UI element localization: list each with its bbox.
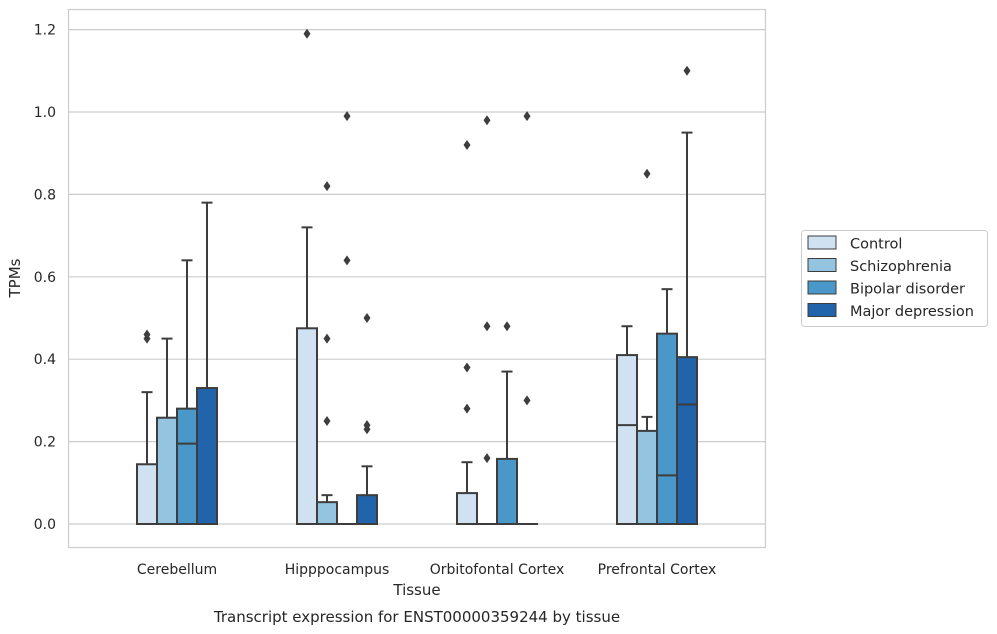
legend-frame (801, 230, 988, 327)
box (496, 321, 518, 525)
box-body (656, 332, 678, 525)
box (656, 288, 678, 525)
outlier-point (523, 111, 531, 122)
legend-items: Control Schizophrenia Bipolar disorder Majo… (807, 235, 974, 320)
legend-swatch (807, 235, 837, 250)
box (156, 337, 178, 526)
outlier-point (503, 321, 511, 332)
legend-label: Control (850, 237, 902, 253)
x-tick-label: Cerebellum (137, 562, 217, 578)
legend-label: Bipolar disorder (850, 282, 965, 298)
chart-title: Transcript expression for ENST0000035924… (213, 608, 620, 626)
box (476, 115, 498, 526)
x-tick-label: Prefrontal Cortex (598, 562, 717, 578)
y-axis-ticks: 0.0 0.2 0.4 0.6 0.8 1.0 1.2 (34, 23, 56, 533)
y-tick-label: 0.4 (34, 352, 56, 368)
box-body (316, 501, 338, 526)
outlier-point (343, 255, 351, 266)
series-bipolar-disorder (176, 111, 678, 526)
legend-swatch (807, 280, 837, 295)
outlier-point (343, 111, 351, 122)
box (616, 325, 638, 525)
outlier-point (303, 28, 311, 39)
outlier-point (483, 321, 491, 332)
y-tick-label: 1.2 (34, 23, 56, 39)
legend-swatch (807, 258, 837, 272)
box-body (196, 387, 218, 526)
outlier-point (363, 313, 371, 323)
legend-label: Schizophrenia (850, 259, 952, 275)
series-control (136, 28, 638, 526)
box-groups (136, 28, 698, 526)
box (316, 181, 338, 526)
box-body (156, 416, 178, 526)
outlier-point (463, 139, 471, 150)
outlier-point (523, 395, 531, 406)
box (196, 201, 218, 526)
box (296, 28, 318, 525)
x-tick-label: Hipppocampus (285, 562, 390, 578)
y-tick-label: 0.0 (34, 517, 56, 533)
legend-label: Major depression (850, 304, 974, 320)
x-axis-ticks: Cerebellum Hipppocampus Orbitofontal Corte… (137, 562, 716, 578)
outlier-point (483, 453, 491, 464)
y-tick-label: 0.6 (34, 270, 56, 286)
box (136, 329, 158, 526)
y-tick-label: 0.2 (34, 435, 56, 451)
outlier-point (143, 329, 151, 340)
outlier-point (323, 181, 331, 192)
series-major-depression (196, 65, 698, 526)
box-body (676, 356, 698, 526)
series-schizophrenia (156, 115, 658, 526)
box (636, 168, 658, 525)
box-body (496, 457, 518, 525)
y-axis-label: TPMs (6, 258, 24, 298)
x-axis-label: Tissue (392, 581, 440, 599)
box-body (636, 429, 658, 525)
outlier-point (363, 420, 371, 431)
outlier-point (643, 168, 651, 179)
box-body (136, 463, 158, 526)
outlier-point (463, 403, 471, 414)
box (516, 111, 538, 526)
box-body (616, 354, 638, 525)
box-body (176, 407, 198, 526)
y-tick-label: 1.0 (34, 105, 56, 121)
outlier-point (483, 115, 491, 126)
box-body (456, 492, 478, 526)
legend: Control Schizophrenia Bipolar disorder Majo… (801, 230, 988, 327)
outlier-point (683, 65, 691, 76)
outlier-point (323, 416, 331, 426)
box (456, 139, 478, 526)
y-tick-label: 0.8 (34, 187, 56, 203)
x-tick-label: Orbitofontal Cortex (430, 562, 565, 578)
box (356, 313, 378, 526)
box-body (356, 494, 378, 526)
box-body (296, 327, 318, 525)
box (676, 65, 698, 526)
outlier-point (323, 333, 331, 344)
legend-swatch (807, 303, 837, 317)
outlier-point (463, 362, 471, 373)
